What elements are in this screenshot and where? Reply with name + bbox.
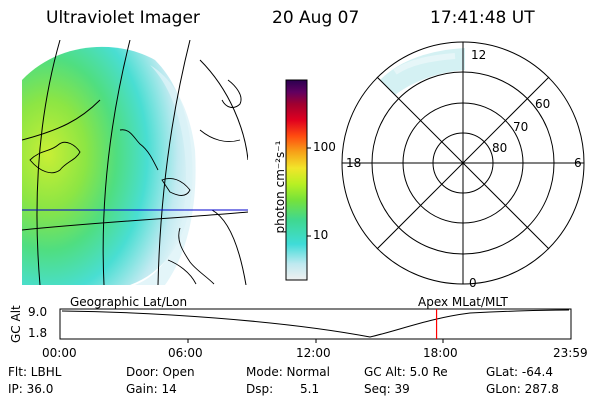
info-door: Door: Open <box>126 365 195 379</box>
polar-label-80: 80 <box>492 141 508 155</box>
polar-label-6: 6 <box>574 156 582 170</box>
timeline-tick-1800: 18:00 <box>423 346 458 360</box>
info-glon: GLon: 287.8 <box>486 382 559 396</box>
info-dsp-label: Dsp: <box>246 382 274 396</box>
app-title: Ultraviolet Imager <box>46 8 200 28</box>
info-seq: Seq: 39 <box>364 382 410 396</box>
info-gain: Gain: 14 <box>126 382 177 396</box>
polar-label-0: 0 <box>469 276 477 290</box>
timeline-left-title: Geographic Lat/Lon <box>70 295 188 309</box>
date-label: 20 Aug 07 <box>272 8 360 28</box>
polar-label-70: 70 <box>513 120 529 134</box>
info-mode: Mode: Normal <box>246 365 330 379</box>
info-glat: GLat: -64.4 <box>486 365 553 379</box>
time-label: 17:41:48 UT <box>430 8 535 28</box>
timeline-tick-0600: 06:00 <box>168 346 203 360</box>
polar-label-18: 18 <box>346 156 362 170</box>
polar-label-60: 60 <box>535 97 551 111</box>
timeline-y-bottom: 1.8 <box>28 326 48 340</box>
timeline-y-top: 9.0 <box>28 305 48 319</box>
timeline-tick-0000: 00:00 <box>42 346 77 360</box>
polar-label-12: 12 <box>471 48 487 62</box>
timeline-tick-1200: 12:00 <box>296 346 331 360</box>
timeline-tick-2359: 23:59 <box>553 346 588 360</box>
info-flt: Flt: LBHL <box>8 365 62 379</box>
colorbar-tick-10: 10 <box>313 228 329 242</box>
info-dsp-value: 5.1 <box>300 382 320 396</box>
timeline-right-title: Apex MLat/MLT <box>418 295 508 309</box>
colorbar-unit-label: photon cm⁻²s⁻¹ <box>273 140 287 234</box>
colorbar-tick-100: 100 <box>313 140 336 154</box>
info-gc-alt: GC Alt: 5.0 Re <box>364 365 448 379</box>
info-ip: IP: 36.0 <box>8 382 54 396</box>
timeline-y-label: GC Alt <box>9 305 23 343</box>
